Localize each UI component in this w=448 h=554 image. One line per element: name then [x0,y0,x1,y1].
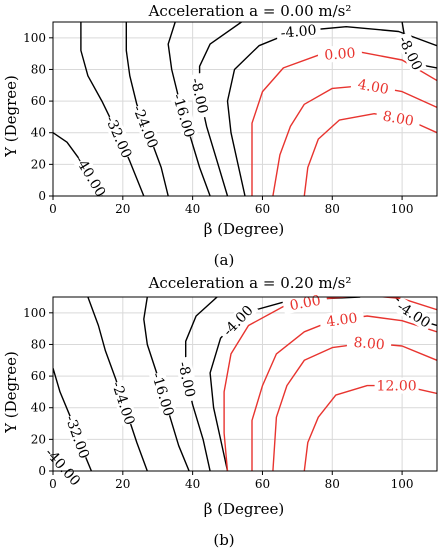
panel-b-label: (b) [213,531,234,549]
y-tick-label: 60 [31,94,46,108]
y-tick-label: 40 [31,401,46,415]
x-tick-label: 60 [255,202,270,216]
x-tick-label: 20 [115,477,130,491]
panel-b-title: Acceleration a = 0.20 m/s² [148,274,352,292]
plot-frame [52,21,438,197]
x-tick-label: 40 [185,477,200,491]
contour-line--32.00 [80,22,145,196]
y-tick-label: 60 [31,369,46,383]
y-tick-label: 40 [31,126,46,140]
contour-label-0.00: 0.00 [288,293,322,315]
contour-label--24.00: -24.00 [129,103,160,151]
y-tick-label: 80 [31,62,46,76]
contour-label--16.00: -16.00 [148,371,176,419]
x-tick-label: 100 [391,477,414,491]
contour-line--24.00 [87,297,148,471]
contour-line--4.00 [226,26,437,196]
panel-a-ylabel: Υ (Degree) [2,75,20,158]
y-tick-label: 20 [31,432,46,446]
y-tick-label: 100 [23,306,46,320]
y-tick-label: 20 [31,157,46,171]
panel-b-ticks: 0 20 40 60 80 100 0 20 40 60 80 100 [23,306,413,491]
x-tick-label: 0 [49,477,57,491]
contour-label--40.00: -40.00 [71,153,108,200]
contour-line-4.00 [272,84,437,196]
x-tick-label: 20 [115,202,130,216]
panel-a-ticks: 0 20 40 60 80 100 0 20 40 60 80 100 [23,31,413,216]
panel-a-contour-labels: -40.00-32.00-24.00 -16.00-8.00-4.000.004.… [71,21,427,200]
contour-line--24.00 [125,22,169,196]
panel-b-xlabel: β (Degree) [204,500,285,518]
panel-a-label: (a) [214,251,235,269]
y-tick-label: 100 [23,31,46,45]
y-tick-label: 80 [31,337,46,351]
contour-label--32.00: -32.00 [102,113,135,160]
panel-b-ylabel: Υ (Degree) [2,351,20,434]
contour-label--8.00: -8.00 [174,360,197,398]
panel-a-title: Acceleration a = 0.00 m/s² [148,2,352,20]
contour-label--8.00: -8.00 [187,77,210,116]
contour-label-8.00: 8.00 [353,335,385,354]
y-tick-label: 0 [38,189,46,203]
contour-label-8.00: 8.00 [381,108,415,129]
contour-label-4.00: 4.00 [356,77,390,98]
contour-line-0.00 [251,51,437,196]
contour-label-0.00: 0.00 [324,45,356,63]
x-tick-label: 0 [49,202,57,216]
contour-label-12.00: 12.00 [377,379,417,395]
x-tick-label: 40 [185,202,200,216]
panel-b: Acceleration a = 0.20 m/s² -40.00-32.00-… [2,274,438,549]
x-tick-label: 60 [255,477,270,491]
panel-a: Acceleration a = 0.00 m/s² -40.00-32.00-… [2,2,438,269]
contour-line-0.00 [223,297,437,471]
panel-b-contour-labels: -40.00-32.00-24.00 -16.00-8.00-4.00 0.004.… [42,290,436,489]
contour-label--24.00: -24.00 [108,380,137,428]
y-tick-label: 0 [38,464,46,478]
x-tick-label: 80 [325,477,340,491]
contour-line-12.00 [303,384,437,471]
panel-a-xlabel: β (Degree) [204,220,285,238]
x-tick-label: 80 [325,202,340,216]
contour-label--4.00: -4.00 [394,299,433,332]
contour-label--32.00: -32.00 [62,413,92,461]
plot-frame [52,296,438,472]
contour-label-4.00: 4.00 [325,310,358,330]
contour-line-4.00 [251,315,437,471]
contour-line-8.00 [272,342,437,471]
x-tick-label: 100 [391,202,414,216]
contour-label--4.00: -4.00 [280,23,317,42]
